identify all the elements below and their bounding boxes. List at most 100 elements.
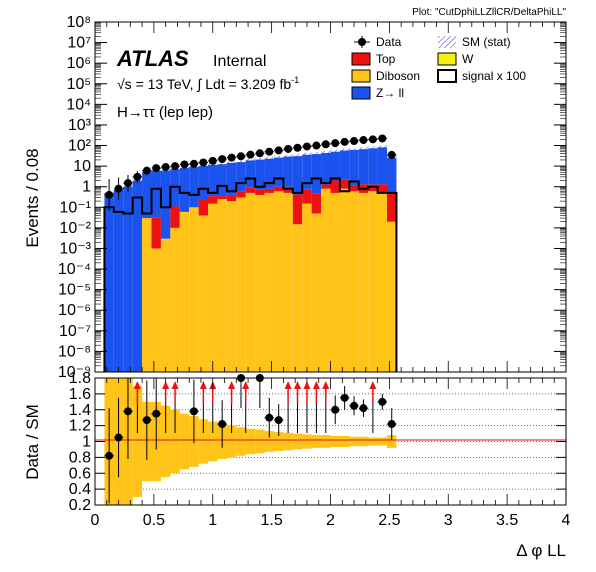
bar-segment xyxy=(368,191,377,372)
sm-stat-band xyxy=(302,153,311,157)
sm-stat-band xyxy=(321,151,330,155)
bar-segment xyxy=(387,193,396,222)
bar-segment xyxy=(293,195,302,225)
data-point xyxy=(368,135,377,143)
data-point xyxy=(246,151,255,159)
bar-segment xyxy=(302,204,311,372)
sm-stat-band xyxy=(283,155,292,159)
bar-segment xyxy=(170,169,179,206)
overflow-arrow xyxy=(294,381,301,433)
bar-segment xyxy=(368,148,377,184)
y-tick-label: 10⁴ xyxy=(66,96,91,113)
bar-segment xyxy=(321,153,330,184)
ratio-point xyxy=(340,386,349,410)
legend: Data SM (stat)Top WDiboson signal x 100Z→ l… xyxy=(352,35,526,100)
bar-segment xyxy=(217,164,226,196)
bar-segment xyxy=(302,189,311,203)
bar-segment xyxy=(274,191,283,372)
legend-label: signal x 100 xyxy=(462,69,526,83)
x-tick-label: 3 xyxy=(444,512,453,529)
bar-segment xyxy=(349,185,358,191)
data-point xyxy=(227,154,236,162)
sm-stat-band xyxy=(340,149,349,153)
bar-segment xyxy=(161,171,170,239)
sm-stat-band xyxy=(378,145,387,149)
main-y-label: Events / 0.08 xyxy=(23,148,42,247)
bar-segment xyxy=(227,195,236,201)
ratio-panel: 0.20.40.60.811.21.41.61.8 0 0.5 1 1.5 2 2.5 3 3… xyxy=(23,370,571,560)
sm-stat-band xyxy=(312,152,321,156)
bar-segment xyxy=(265,189,274,193)
legend-entry-zll: Z→ ll xyxy=(352,86,404,100)
ratio-band-bin xyxy=(378,438,387,446)
channel-label: H→ττ (lep lep) xyxy=(117,104,213,121)
atlas-label: ATLAS Internal √s = 13 TeV, ∫ Ldt = 3.20… xyxy=(116,46,299,121)
bar-segment xyxy=(331,181,340,193)
bar-segment xyxy=(208,165,217,196)
bar-segment xyxy=(133,181,142,372)
data-point xyxy=(265,148,274,156)
y-tick-label: 10² xyxy=(68,138,92,155)
legend-label: W xyxy=(462,52,474,66)
bar-segment xyxy=(378,147,387,184)
ratio-band-bin xyxy=(246,429,255,454)
ratio-band-bin xyxy=(321,435,330,448)
bar-segment xyxy=(302,155,311,190)
plot-tag: Plot: "CutDphiLLZllCR/DeltaPhiLL" xyxy=(412,7,566,18)
bar-segment xyxy=(255,160,264,190)
legend-entry-data: Data xyxy=(354,35,402,49)
bar-segment xyxy=(331,152,340,181)
ratio-point xyxy=(359,399,368,416)
x-tick-label: 2 xyxy=(326,512,335,529)
legend-label: Diboson xyxy=(376,69,420,83)
y-tick-label: 10⁻³ xyxy=(59,240,91,257)
ratio-point xyxy=(378,394,387,410)
bar-segment xyxy=(208,204,217,372)
y-tick-label: 10⁸ xyxy=(66,14,91,31)
ratio-uncertainty-band xyxy=(104,378,396,505)
overflow-arrow xyxy=(303,381,310,433)
legend-entry-w: W xyxy=(438,52,474,66)
legend-entry-top: Top xyxy=(352,52,396,66)
bar-segment xyxy=(152,248,161,372)
bar-segment xyxy=(161,239,170,372)
bar-segment xyxy=(236,162,245,191)
sm-stat-band xyxy=(368,146,377,150)
data-point xyxy=(321,140,330,148)
bar-segment xyxy=(340,179,349,188)
data-point xyxy=(331,139,340,147)
atlas-status: Internal xyxy=(213,53,266,70)
bar-segment xyxy=(265,193,274,372)
bar-segment xyxy=(217,199,226,372)
bar-segment xyxy=(359,193,368,372)
ratio-y-tick-label: 1.2 xyxy=(69,418,91,435)
sm-stat-band xyxy=(255,158,264,162)
sm-stat-band xyxy=(236,160,245,164)
bar-segment xyxy=(255,195,264,372)
bar-segment xyxy=(340,151,349,180)
bar-segment xyxy=(189,167,198,207)
ratio-band-bin xyxy=(340,436,349,447)
bar-segment xyxy=(349,150,358,185)
bar-segment xyxy=(170,228,179,372)
bar-segment xyxy=(208,196,217,204)
bar-segment xyxy=(387,222,396,372)
x-tick-label: 2.5 xyxy=(378,512,400,529)
overflow-arrow xyxy=(322,381,329,433)
y-tick-label: 1 xyxy=(82,179,91,196)
x-tick-label: 1 xyxy=(208,512,217,529)
ratio-y-tick-label: 0.8 xyxy=(69,449,91,466)
data-point xyxy=(217,155,226,163)
legend-entry-signal: signal x 100 xyxy=(438,69,526,83)
ratio-band-bin xyxy=(359,437,368,447)
bar-segment xyxy=(378,184,387,193)
ratio-point xyxy=(274,404,283,436)
bar-segment xyxy=(321,189,330,372)
ratio-band-bin xyxy=(368,438,377,446)
bar-segment xyxy=(274,158,283,187)
ratio-band-bin xyxy=(349,437,358,447)
ratio-band-bin xyxy=(255,430,264,454)
bar-segment xyxy=(283,187,292,193)
bar-segment xyxy=(170,206,179,227)
data-point xyxy=(359,136,368,144)
